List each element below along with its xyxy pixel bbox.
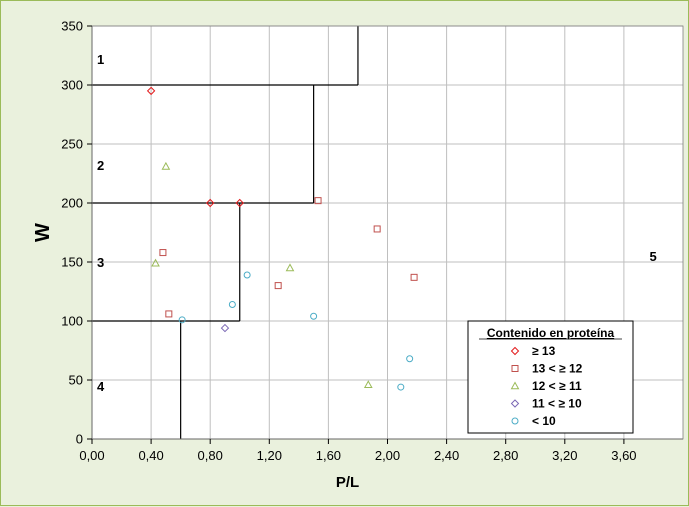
data-point-series-1: [410, 273, 418, 281]
y-tick-label: 50: [69, 373, 83, 388]
legend-entry-label: 13 < ≥ 12: [532, 362, 583, 376]
legend-entry-label: < 10: [532, 414, 556, 428]
data-point-series-0: [146, 86, 156, 96]
x-axis-title: P/L: [336, 474, 359, 491]
data-point-series-1: [159, 249, 167, 257]
y-tick-label: 300: [61, 78, 83, 93]
data-point-series-1: [314, 197, 322, 205]
y-tick-label: 100: [61, 314, 83, 329]
data-point-series-3: [220, 323, 230, 333]
data-point-series-4: [406, 355, 414, 363]
zone-label-4: 4: [97, 379, 105, 394]
legend-entry-label: ≥ 13: [532, 344, 556, 358]
legend-marker-3: [510, 399, 520, 408]
x-tick-label: 3,20: [552, 448, 577, 463]
x-tick-label: 3,60: [611, 448, 636, 463]
legend-entry-label: 11 < ≥ 10: [532, 397, 582, 411]
data-point-series-4: [243, 271, 251, 279]
legend-entry-label: 12 < ≥ 11: [532, 379, 582, 393]
legend-marker-0: [510, 346, 520, 356]
x-tick-label: 2,00: [375, 448, 400, 463]
zone-label-2: 2: [97, 158, 104, 173]
zone-label-3: 3: [97, 255, 104, 270]
y-tick-label: 0: [76, 432, 83, 447]
data-point-series-0: [205, 198, 215, 208]
y-axis-title: W: [32, 223, 54, 242]
legend-box: [467, 320, 634, 434]
x-tick-label: 1,20: [257, 448, 282, 463]
data-point-series-4: [178, 316, 186, 324]
y-tick-label: 150: [61, 255, 83, 270]
y-tick-label: 250: [61, 137, 83, 152]
zone-label-5: 5: [650, 249, 657, 264]
x-tick-label: 1,60: [316, 448, 341, 463]
legend-marker-4: [511, 417, 519, 425]
data-point-series-1: [274, 282, 282, 290]
legend-title: Contenido en proteína: [487, 326, 615, 340]
x-tick-label: 0,00: [79, 448, 104, 463]
data-point-series-4: [397, 383, 405, 391]
x-tick-label: 2,40: [434, 448, 459, 463]
data-point-series-0: [235, 198, 244, 208]
data-point-series-1: [373, 225, 381, 233]
zone-label-1: 1: [97, 52, 104, 67]
data-point-series-2: [285, 263, 295, 272]
data-point-series-2: [151, 258, 160, 267]
legend-marker-2: [510, 381, 520, 390]
y-tick-label: 350: [61, 19, 83, 34]
data-point-series-1: [165, 310, 173, 318]
x-tick-label: 2,80: [493, 448, 518, 463]
data-point-series-4: [310, 312, 318, 320]
x-tick-label: 0,40: [138, 448, 163, 463]
y-tick-label: 200: [61, 196, 83, 211]
legend-marker-1: [511, 365, 519, 372]
x-tick-label: 0,80: [198, 448, 223, 463]
data-point-series-2: [161, 161, 171, 170]
data-point-series-2: [363, 380, 373, 389]
data-point-series-4: [228, 300, 236, 308]
